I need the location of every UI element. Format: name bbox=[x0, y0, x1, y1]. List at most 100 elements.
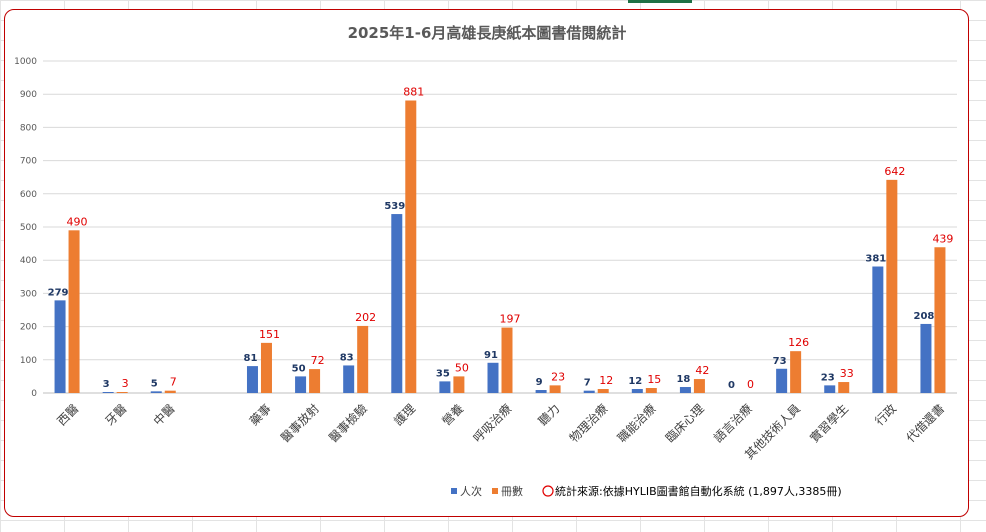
data-label-people: 7 bbox=[584, 378, 591, 389]
data-label-people: 18 bbox=[676, 374, 690, 385]
x-category-label: 聽力 bbox=[536, 401, 563, 428]
bar-people bbox=[487, 362, 499, 393]
bar-volumes bbox=[260, 342, 272, 393]
gridlines bbox=[43, 60, 957, 394]
legend-swatch-people bbox=[451, 488, 457, 494]
data-label-people: 83 bbox=[340, 352, 354, 363]
x-category-label: 醫事檢驗 bbox=[325, 401, 370, 446]
data-label-people: 50 bbox=[292, 363, 306, 374]
y-tick-label: 400 bbox=[20, 256, 37, 266]
bar-people bbox=[776, 368, 788, 393]
legend-label-volumes: 冊數 bbox=[501, 485, 523, 498]
data-label-volumes: 23 bbox=[551, 370, 565, 383]
bar-people bbox=[920, 323, 932, 393]
bar-people bbox=[631, 389, 643, 393]
bar-volumes bbox=[934, 247, 946, 393]
bar-people bbox=[583, 390, 595, 393]
y-tick-label: 200 bbox=[20, 323, 37, 333]
bar-volumes bbox=[645, 388, 657, 393]
x-category-label: 臨床心理 bbox=[663, 401, 707, 445]
bar-people bbox=[246, 366, 258, 393]
x-axis: 西醫 牙醫 中醫 藥事 醫事放射 醫事檢驗 護理 營養 呼吸治療 聽力 物理治療 職能治療 臨床心理 語言… bbox=[55, 401, 948, 463]
bar-people bbox=[295, 376, 307, 393]
data-label-people: 9 bbox=[536, 377, 543, 388]
bar-volumes bbox=[501, 327, 513, 393]
y-tick-label: 700 bbox=[20, 157, 37, 167]
bar-volumes bbox=[886, 179, 898, 393]
bar-people bbox=[679, 387, 691, 393]
y-tick-label: 300 bbox=[20, 289, 37, 299]
y-axis: 0 100 200 300 400 500 600 700 800 900 1000 bbox=[14, 57, 37, 399]
data-label-volumes: 881 bbox=[403, 86, 424, 99]
x-category-label: 職能治療 bbox=[615, 401, 659, 445]
data-label-people: 0 bbox=[728, 380, 735, 391]
legend-swatch-volumes bbox=[492, 488, 498, 494]
bar-people bbox=[824, 385, 836, 393]
data-label-people: 91 bbox=[484, 350, 498, 361]
bars bbox=[54, 100, 946, 394]
data-label-people: 81 bbox=[244, 353, 258, 364]
data-label-people: 35 bbox=[436, 368, 450, 379]
data-label-volumes: 490 bbox=[67, 215, 88, 228]
data-label-volumes: 42 bbox=[695, 364, 709, 377]
red-circle-icon bbox=[542, 485, 554, 497]
bar-people bbox=[872, 266, 884, 393]
bar-volumes bbox=[597, 389, 609, 393]
data-label-volumes: 15 bbox=[647, 373, 661, 386]
x-category-label: 藥事 bbox=[247, 401, 274, 428]
y-tick-label: 800 bbox=[20, 123, 37, 133]
x-category-label: 代借還書 bbox=[903, 401, 947, 445]
data-label-volumes: 439 bbox=[932, 232, 953, 245]
bar-people bbox=[343, 365, 355, 393]
y-tick-label: 0 bbox=[31, 389, 37, 399]
y-tick-label: 900 bbox=[20, 90, 37, 100]
bar-volumes bbox=[116, 392, 128, 393]
bar-people bbox=[391, 214, 403, 393]
bar-volumes bbox=[164, 390, 176, 393]
bar-volumes bbox=[68, 230, 80, 393]
x-category-label: 實習學生 bbox=[807, 401, 852, 446]
bar-people bbox=[439, 381, 451, 393]
data-label-volumes: 197 bbox=[500, 313, 521, 326]
bar-volumes bbox=[453, 376, 465, 393]
data-label-people: 3 bbox=[103, 379, 110, 390]
x-category-label: 中醫 bbox=[150, 401, 178, 429]
bar-people bbox=[535, 390, 547, 393]
data-label-volumes: 33 bbox=[840, 367, 854, 380]
source-note: 統計來源:依據HYLIB圖書館自動化系統 (1,897人,3385冊) bbox=[542, 484, 842, 498]
legend-label-people: 人次 bbox=[460, 484, 482, 498]
bar-volumes bbox=[790, 351, 802, 393]
bar-people bbox=[150, 391, 162, 393]
data-label-volumes: 7 bbox=[170, 376, 177, 389]
x-category-label: 行政 bbox=[872, 401, 899, 428]
y-tick-label: 100 bbox=[20, 356, 37, 366]
bar-volumes bbox=[838, 382, 850, 393]
data-label-people: 539 bbox=[384, 201, 405, 212]
bar-volumes bbox=[309, 369, 321, 393]
data-label-people: 73 bbox=[773, 356, 787, 367]
y-tick-label: 500 bbox=[20, 223, 37, 233]
selected-cell-indicator bbox=[628, 0, 692, 3]
source-note-text: 統計來源:依據HYLIB圖書館自動化系統 (1,897人,3385冊) bbox=[555, 484, 842, 498]
bar-volumes bbox=[693, 379, 705, 393]
x-category-label: 西醫 bbox=[55, 401, 82, 428]
data-label-people: 23 bbox=[821, 372, 835, 383]
x-category-label: 牙醫 bbox=[103, 401, 130, 428]
y-tick-label: 1000 bbox=[14, 57, 37, 67]
data-label-people: 279 bbox=[48, 287, 69, 298]
data-label-people: 12 bbox=[628, 376, 642, 387]
data-label-volumes: 126 bbox=[788, 336, 809, 349]
data-label-people: 381 bbox=[865, 254, 886, 265]
x-category-label: 物理治療 bbox=[567, 401, 611, 445]
x-category-label: 營養 bbox=[439, 401, 467, 429]
data-label-volumes: 0 bbox=[747, 378, 754, 391]
data-label-volumes: 642 bbox=[884, 165, 905, 178]
bar-volumes bbox=[357, 325, 369, 393]
data-label-volumes: 72 bbox=[311, 354, 325, 367]
y-tick-label: 600 bbox=[20, 190, 37, 200]
bar-volumes bbox=[405, 100, 417, 394]
chart-frame[interactable] bbox=[4, 9, 969, 517]
x-category-label: 語言治療 bbox=[710, 401, 755, 446]
bar-people bbox=[54, 300, 66, 393]
chart-title: 2025年1-6月高雄長庚紙本圖書借閱統計 bbox=[348, 24, 627, 42]
